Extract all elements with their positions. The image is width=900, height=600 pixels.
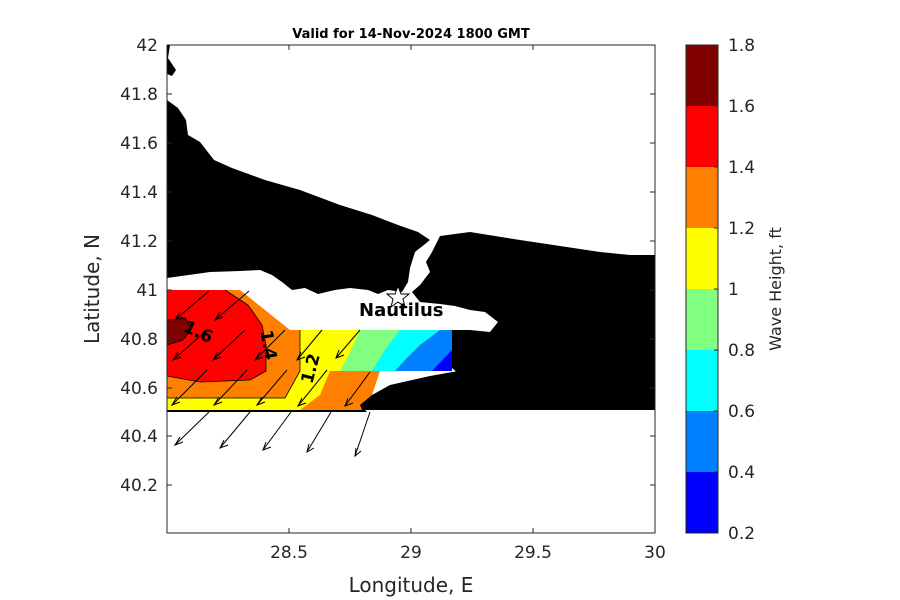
x-tick-label: 28.5 <box>270 543 308 563</box>
y-tick-label: 40.6 <box>120 379 158 399</box>
arrow <box>344 371 371 407</box>
plot-title: Valid for 14-Nov-2024 1800 GMT <box>292 27 530 42</box>
contour-line-1.4 <box>166 289 267 383</box>
arrow <box>255 369 288 406</box>
colorbar-swatch <box>686 106 718 167</box>
y-tick-label: 41.4 <box>120 183 158 203</box>
colorbar-tick-label: 1.6 <box>728 97 755 117</box>
y-tick-label: 40.2 <box>120 476 158 496</box>
y-tick-label: 40.8 <box>120 330 158 350</box>
x-tick-label: 30 <box>644 543 666 563</box>
axis-ticks <box>167 44 655 533</box>
land-europe <box>167 100 430 294</box>
arrow <box>173 290 210 321</box>
colorbar-title: Wave Height, ft <box>766 227 785 351</box>
contour-1.6-1.8 <box>167 318 192 345</box>
station-label: Nautilus <box>359 300 444 321</box>
contour-0.2-0.4 <box>432 350 452 371</box>
y-tick-label: 42 <box>136 36 158 56</box>
colorbar-swatch <box>686 350 718 411</box>
y-tick-label: 41 <box>136 281 158 301</box>
colorbar-tick-label: 1 <box>728 280 739 300</box>
arrow <box>296 369 328 407</box>
y-tick-label: 41.8 <box>120 85 158 105</box>
contour-0.6-0.8 <box>372 330 440 371</box>
contour-line-1.2 <box>167 330 301 399</box>
y-axis-title: Latitude, N <box>80 234 104 344</box>
arrow <box>212 369 248 406</box>
colorbar-swatch <box>686 167 718 228</box>
contour-1.4-1.6 <box>167 290 266 382</box>
arrow <box>171 329 208 361</box>
arrow <box>253 329 286 361</box>
colorbar-tick-label: 0.6 <box>728 402 755 422</box>
colorbar-tick-label: 1.8 <box>728 36 755 56</box>
colorbar-swatch <box>686 411 718 472</box>
land-inlet <box>298 268 306 283</box>
y-tick-label: 40.4 <box>120 427 158 447</box>
arrow <box>335 329 361 359</box>
land-islet-north <box>167 45 176 76</box>
colorbar-swatch <box>686 45 718 106</box>
land-asia <box>360 232 655 410</box>
contour-0.8-1.0 <box>340 330 400 371</box>
x-axis-title: Longitude, E <box>349 573 474 597</box>
arrow <box>306 411 332 454</box>
colorbar-tick-label: 0.8 <box>728 341 755 361</box>
land-southern-shore <box>167 410 367 412</box>
arrow <box>213 290 250 321</box>
station-star-icon <box>385 284 411 309</box>
land <box>167 45 655 412</box>
colorbar-tick-label: 1.2 <box>728 219 755 239</box>
arrow <box>354 411 371 458</box>
arrow <box>211 329 246 361</box>
arrow <box>170 369 208 406</box>
arrow <box>262 411 292 451</box>
colorbar-swatch <box>686 228 718 289</box>
arrow <box>173 411 210 446</box>
arrow <box>295 329 323 361</box>
colorbar: 1.8 1.6 1.4 1.2 1 0.8 0.6 0.4 0.2 Wave H… <box>685 36 785 544</box>
y-tick-label: 41.2 <box>120 232 158 252</box>
arrow <box>218 411 251 449</box>
x-tick-label: 29 <box>400 543 422 563</box>
colorbar-swatch <box>686 289 718 350</box>
contour-0.4-0.6 <box>395 330 452 371</box>
y-tick-label: 41.6 <box>120 134 158 154</box>
colorbar-tick-label: 0.2 <box>728 524 755 544</box>
colorbar-swatch <box>686 472 718 533</box>
wave-direction-arrows <box>170 290 371 458</box>
colorbar-tick-label: 0.4 <box>728 463 755 483</box>
contour-1.0-1.2 <box>167 330 370 410</box>
x-tick-label: 29.5 <box>514 543 552 563</box>
colorbar-tick-label: 1.4 <box>728 158 755 178</box>
